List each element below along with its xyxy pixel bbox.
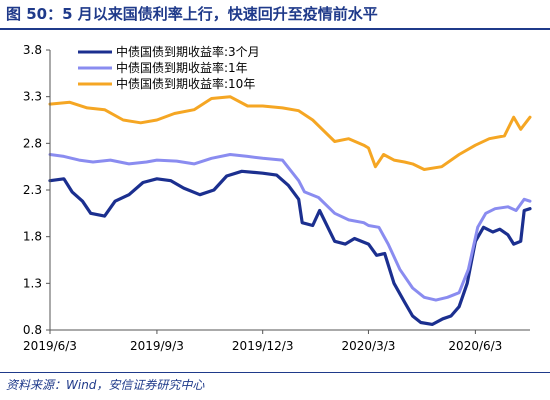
series-line-0 [48,169,532,326]
y-tick-label: 1.8 [23,230,42,244]
series-line-2 [48,95,532,171]
y-tick-label: 2.3 [23,183,42,197]
y-tick-label: 2.8 [23,136,42,150]
title-divider [0,28,550,30]
y-tick-label: 3.8 [23,43,42,57]
chart: 0.81.31.82.32.83.33.8 2019/6/3 2019/9/3 20… [23,43,532,353]
series-layer [48,95,532,326]
x-tick-label: 2019/6/3 [23,339,77,353]
x-tick-label: 2019/9/3 [130,339,184,353]
x-axis: 2019/6/3 2019/9/3 2019/12/3 2020/3/3 2020/6/… [23,329,530,353]
x-tick-label: 2020/3/3 [341,339,395,353]
source-note: 资料来源：Wind，安信证券研究中心 [6,378,205,392]
y-tick-label: 0.8 [23,323,42,337]
y-tick-label: 3.3 [23,90,42,104]
source-divider [0,372,550,373]
y-tick-label: 1.3 [23,276,42,290]
legend-label-2: 中债国债到期收益率:10年 [116,76,255,91]
legend-label-1: 中债国债到期收益率:1年 [116,60,248,75]
x-tick-label: 2020/6/3 [448,339,502,353]
x-tick-label: 2019/12/3 [232,339,294,353]
page-title: 图 50：5 月以来国债利率上行，快速回升至疫情前水平 [6,5,378,23]
y-axis: 0.8 1.3 1.8 2.3 2.8 3.3 3.8 [23,43,51,337]
series-line-1 [48,153,532,302]
legend-label-0: 中债国债到期收益率:3个月 [116,44,260,59]
